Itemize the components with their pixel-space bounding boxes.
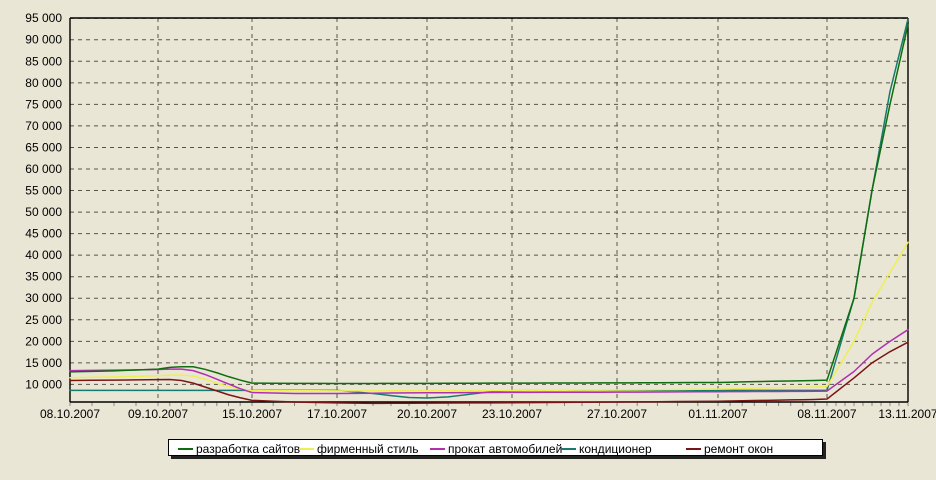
svg-text:30 000: 30 000 bbox=[25, 291, 62, 305]
svg-text:08.10.2007: 08.10.2007 bbox=[40, 407, 100, 421]
svg-text:25 000: 25 000 bbox=[25, 313, 62, 327]
svg-text:17.10.2007: 17.10.2007 bbox=[307, 407, 367, 421]
svg-text:09.10.2007: 09.10.2007 bbox=[128, 407, 188, 421]
svg-text:15.10.2007: 15.10.2007 bbox=[222, 407, 282, 421]
svg-text:08.11.2007: 08.11.2007 bbox=[797, 407, 856, 421]
svg-text:75 000: 75 000 bbox=[25, 97, 62, 111]
svg-text:23.10.2007: 23.10.2007 bbox=[482, 407, 542, 421]
svg-text:10 000: 10 000 bbox=[25, 377, 62, 391]
svg-text:13.11.2007: 13.11.2007 bbox=[878, 407, 936, 421]
svg-text:50 000: 50 000 bbox=[25, 205, 62, 219]
svg-text:70 000: 70 000 bbox=[25, 119, 62, 133]
svg-text:35 000: 35 000 bbox=[25, 270, 62, 284]
svg-text:90 000: 90 000 bbox=[25, 33, 62, 47]
svg-text:27.10.2007: 27.10.2007 bbox=[587, 407, 647, 421]
svg-text:15 000: 15 000 bbox=[25, 356, 62, 370]
svg-text:20.10.2007: 20.10.2007 bbox=[397, 407, 457, 421]
svg-text:45 000: 45 000 bbox=[25, 227, 62, 241]
svg-text:40 000: 40 000 bbox=[25, 248, 62, 262]
svg-text:80 000: 80 000 bbox=[25, 76, 62, 90]
svg-text:95 000: 95 000 bbox=[25, 11, 62, 25]
svg-text:55 000: 55 000 bbox=[25, 184, 62, 198]
svg-text:65 000: 65 000 bbox=[25, 140, 62, 154]
svg-text:85 000: 85 000 bbox=[25, 54, 62, 68]
svg-text:01.11.2007: 01.11.2007 bbox=[688, 407, 747, 421]
svg-text:20 000: 20 000 bbox=[25, 334, 62, 348]
svg-text:60 000: 60 000 bbox=[25, 162, 62, 176]
